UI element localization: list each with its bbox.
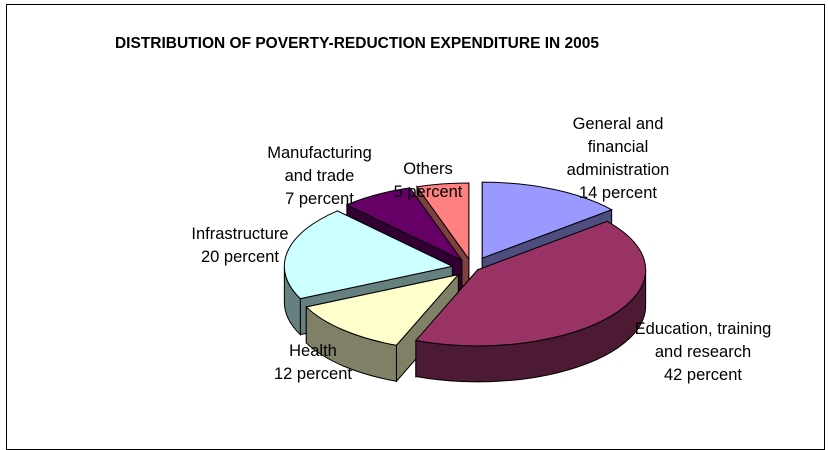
slice-health xyxy=(305,273,460,346)
slice-others xyxy=(416,182,470,261)
slice-general xyxy=(481,181,613,259)
label-infrastructure: Infrastructure 20 percent xyxy=(191,225,289,266)
label-others: Others 5 percent xyxy=(393,160,463,201)
slice-education xyxy=(414,220,647,347)
label-manufacturing: Manufacturing and trade 7 percent xyxy=(267,144,372,208)
slice-infrastructure xyxy=(283,210,454,300)
label-education: Education, training and research 42 perc… xyxy=(634,320,772,384)
label-health: Health 12 percent xyxy=(274,342,352,383)
slice-manufacturing xyxy=(345,187,463,261)
label-general: General and financial administration 14 … xyxy=(566,115,670,202)
chart-title: DISTRIBUTION OF POVERTY-REDUCTION EXPEND… xyxy=(114,35,599,52)
